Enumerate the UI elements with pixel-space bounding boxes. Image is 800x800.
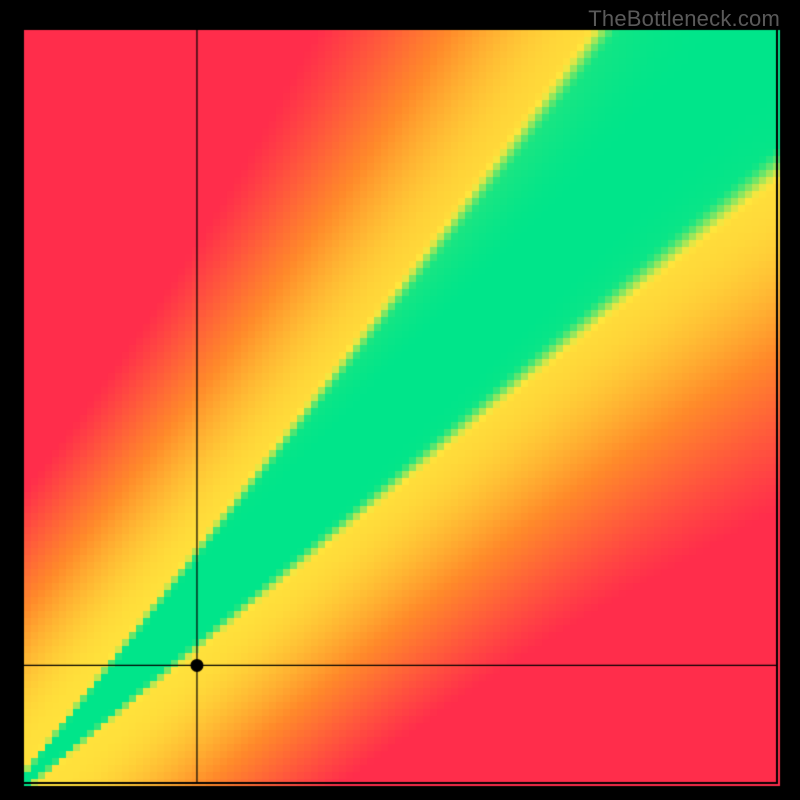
chart-container: TheBottleneck.com — [0, 0, 800, 800]
source-watermark: TheBottleneck.com — [588, 6, 780, 32]
bottleneck-heatmap — [0, 0, 800, 800]
